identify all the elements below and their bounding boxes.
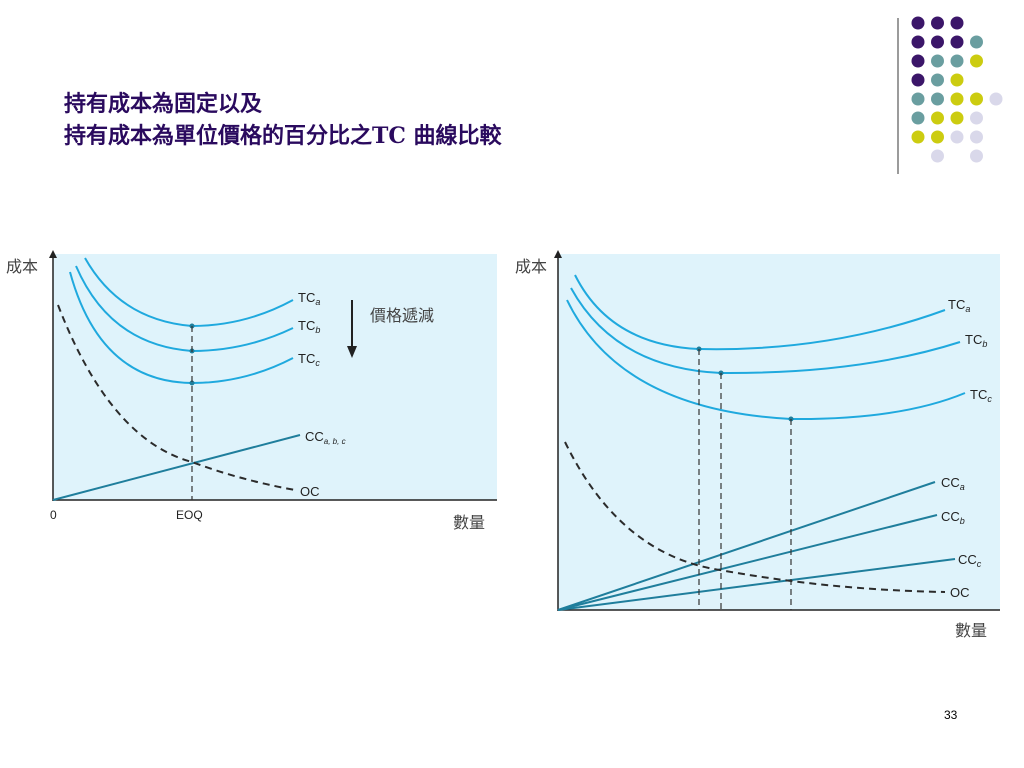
left-plot-area — [53, 254, 497, 500]
left-tcc-min-point — [189, 380, 195, 386]
decor-dot — [970, 149, 983, 163]
decor-dot — [911, 54, 925, 68]
left-x-tick-0: 0 — [50, 508, 57, 522]
decor-dot — [931, 149, 944, 163]
decor-dot — [950, 92, 964, 106]
decor-dot — [931, 73, 944, 87]
right-y-label: 成本 — [515, 258, 547, 276]
right-label-tca: TCa — [948, 297, 970, 314]
left-label-cc: CCa, b, c — [305, 429, 346, 446]
title-line-2: 持有成本為單位價格的百分比之TC 曲線比較 — [64, 123, 502, 149]
left-label-tca: TCa — [298, 290, 320, 307]
right-ccb-line — [557, 514, 938, 611]
decor-dot — [911, 130, 925, 144]
decor-dot — [931, 54, 944, 68]
right-label-tcb: TCb — [965, 332, 987, 349]
decor-dot — [911, 111, 925, 125]
decor-dot — [911, 16, 925, 30]
right-plot-area — [558, 254, 1000, 610]
left-tcc-curve — [69, 271, 294, 385]
right-ccc-line — [557, 558, 956, 611]
right-label-ccb: CCb — [941, 509, 965, 526]
right-y-axis-arrow — [554, 250, 562, 258]
decor-dot — [970, 130, 983, 144]
left-x-tick-eoq: EOQ — [176, 508, 203, 522]
left-oc-curve — [57, 304, 296, 491]
right-label-ccc: CCc — [958, 552, 982, 569]
right-x-label: 數量 — [955, 622, 987, 640]
page-number: 33 — [944, 708, 958, 722]
decor-dot — [950, 54, 964, 68]
decor-dot — [989, 92, 1003, 106]
left-y-axis-arrow — [49, 250, 57, 258]
decor-dot — [911, 73, 925, 87]
decor-dot — [950, 35, 964, 49]
decor-dot — [931, 92, 944, 106]
right-oc-curve — [564, 441, 946, 593]
left-label-tcc: TCc — [298, 351, 320, 368]
right-label-tcc: TCc — [970, 387, 992, 404]
left-y-label: 成本 — [6, 258, 38, 276]
right-label-cca: CCa — [941, 475, 965, 492]
decor-dot — [911, 35, 925, 49]
dot-pattern — [911, 16, 1003, 163]
decor-dot — [950, 111, 964, 125]
price-decrease-label: 價格遞減 — [370, 307, 434, 325]
left-cc-line — [52, 434, 301, 501]
decor-dot — [911, 92, 925, 106]
left-label-tcb: TCb — [298, 318, 320, 335]
right-label-oc: OC — [950, 585, 970, 600]
right-tcc-curve — [566, 299, 966, 421]
decorative-dot-grid — [897, 16, 1003, 174]
decor-dot — [931, 16, 944, 30]
left-x-label: 數量 — [453, 514, 485, 532]
title-line-1: 持有成本為固定以及 — [64, 91, 263, 117]
decor-dot — [931, 111, 944, 125]
decor-dot — [970, 54, 983, 68]
left-label-oc: OC — [300, 484, 320, 499]
decor-dot — [970, 35, 983, 49]
decor-dot — [931, 130, 944, 144]
slide-title: 持有成本為固定以及 持有成本為單位價格的百分比之TC 曲線比較 — [64, 88, 502, 152]
right-tca-curve — [574, 274, 946, 351]
right-cca-line — [557, 481, 936, 611]
decor-dot — [931, 35, 944, 49]
decor-dot — [950, 73, 964, 87]
price-decrease-arrow-head — [347, 346, 357, 358]
decor-dot — [970, 111, 983, 125]
decor-dot — [970, 92, 983, 106]
decor-dot — [950, 130, 964, 144]
decor-dot — [950, 16, 964, 30]
